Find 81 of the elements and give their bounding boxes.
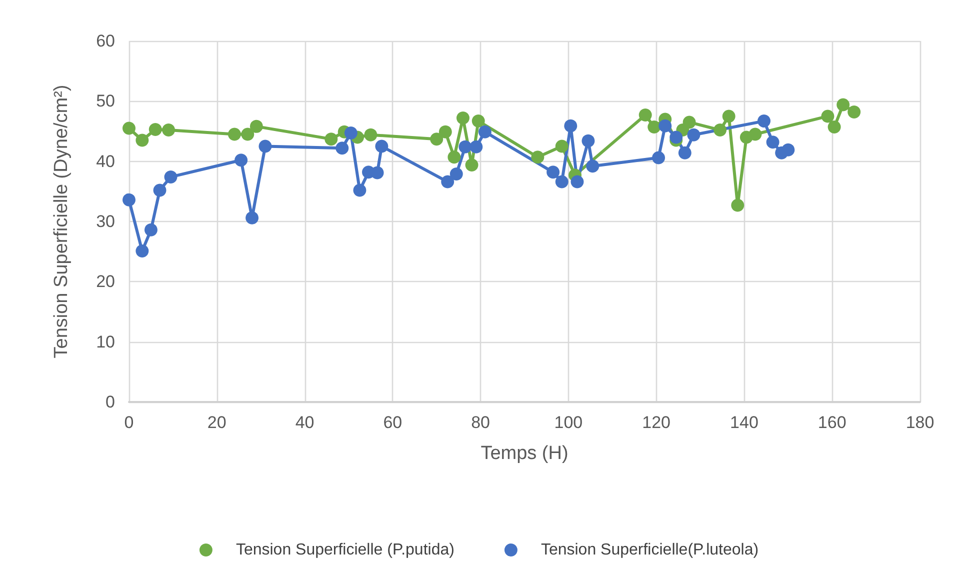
point xyxy=(586,160,600,173)
point xyxy=(438,125,452,138)
x-tick-label: 20 xyxy=(207,413,226,432)
point xyxy=(821,110,834,123)
point xyxy=(546,166,560,179)
point xyxy=(582,134,595,148)
x-tick-label: 120 xyxy=(642,413,671,432)
point xyxy=(766,136,780,149)
point xyxy=(458,140,472,154)
point xyxy=(555,175,568,188)
point xyxy=(564,119,578,132)
point xyxy=(782,143,795,156)
point xyxy=(450,167,463,180)
point xyxy=(234,154,248,167)
point xyxy=(555,140,568,153)
point xyxy=(678,146,692,160)
y-tick-label: 50 xyxy=(96,92,115,111)
point xyxy=(731,198,744,212)
point xyxy=(758,114,770,128)
x-tick-label: 180 xyxy=(906,413,934,432)
point xyxy=(136,244,149,258)
point xyxy=(122,122,136,135)
x-tick-label: 160 xyxy=(818,413,846,432)
y-tick-label: 30 xyxy=(96,212,115,231)
x-tick-label: 0 xyxy=(124,413,134,432)
point xyxy=(714,124,727,137)
point xyxy=(441,175,454,188)
point xyxy=(136,134,149,147)
x-tick-label: 80 xyxy=(471,413,490,432)
point xyxy=(164,170,178,184)
point xyxy=(250,120,263,133)
point xyxy=(162,124,176,137)
legend-label: Tension Superficielle(P.luteola) xyxy=(540,542,759,558)
point xyxy=(153,184,166,197)
point xyxy=(465,158,478,172)
point xyxy=(638,108,652,122)
x-tick-label: 140 xyxy=(730,413,758,432)
point xyxy=(370,166,384,180)
point xyxy=(353,184,366,197)
point xyxy=(658,119,672,132)
point xyxy=(456,112,470,125)
point xyxy=(472,114,485,128)
point xyxy=(478,125,492,138)
point xyxy=(836,98,850,112)
y-tick-label: 10 xyxy=(96,332,115,352)
point xyxy=(670,130,683,144)
point xyxy=(430,132,444,146)
y-tick-label: 20 xyxy=(96,272,115,292)
point xyxy=(324,132,338,146)
point xyxy=(722,110,736,123)
point xyxy=(570,175,584,188)
point xyxy=(144,223,158,236)
point xyxy=(748,128,762,141)
point xyxy=(375,140,388,153)
point xyxy=(470,140,483,154)
point xyxy=(687,128,700,142)
point xyxy=(258,140,272,153)
x-tick-label: 40 xyxy=(295,413,314,432)
point xyxy=(682,116,696,129)
y-tick-label: 60 xyxy=(96,32,115,50)
point xyxy=(828,120,841,134)
y-tick-label: 40 xyxy=(96,152,115,171)
point xyxy=(241,128,254,141)
point xyxy=(848,106,861,118)
point xyxy=(648,120,661,134)
y-axis-title: Tension Superficielle (Dyne/cm²) xyxy=(51,84,72,358)
point xyxy=(364,128,378,142)
point xyxy=(336,142,349,155)
point xyxy=(246,211,259,224)
y-tick-label: 0 xyxy=(106,392,115,412)
point xyxy=(344,126,358,140)
point xyxy=(122,193,136,206)
point xyxy=(148,122,162,136)
point xyxy=(652,151,666,164)
point xyxy=(448,150,461,164)
point xyxy=(228,128,241,141)
x-tick-label: 100 xyxy=(554,413,583,432)
x-tick-label: 60 xyxy=(383,413,402,432)
point xyxy=(531,150,544,164)
legend-label: Tension Superficielle (P.putida) xyxy=(236,542,454,558)
x-axis-title: Temps (H) xyxy=(480,443,568,464)
